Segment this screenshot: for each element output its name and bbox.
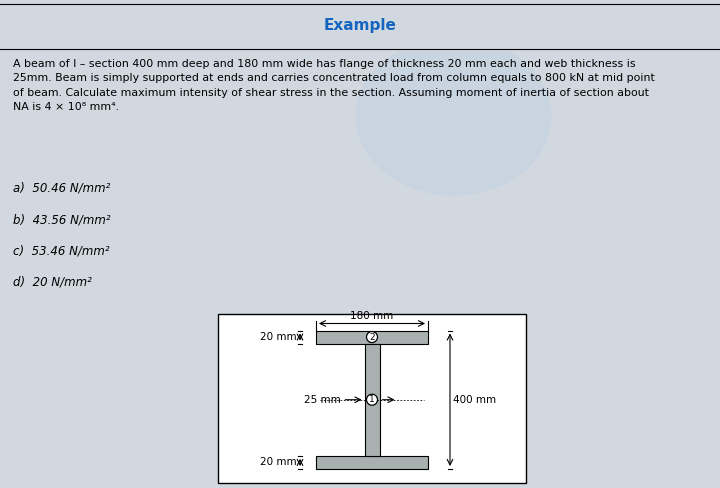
Text: 20 mm: 20 mm [261, 457, 297, 468]
Bar [316, 330, 428, 344]
Text: 1: 1 [369, 395, 375, 404]
Text: 20 mm: 20 mm [261, 332, 297, 342]
Bar [364, 344, 379, 456]
Text: 2: 2 [369, 332, 375, 342]
Text: 25 mm: 25 mm [304, 395, 341, 405]
Ellipse shape [356, 38, 551, 195]
Circle shape [366, 394, 377, 405]
Text: A beam of I – section 400 mm deep and 180 mm wide has flange of thickness 20 mm : A beam of I – section 400 mm deep and 18… [13, 59, 654, 112]
Bar [316, 456, 428, 469]
Text: d)  20 N/mm²: d) 20 N/mm² [13, 276, 92, 289]
Text: a)  50.46 N/mm²: a) 50.46 N/mm² [13, 182, 110, 195]
Circle shape [366, 331, 377, 343]
Bar [218, 314, 526, 483]
Text: b)  43.56 N/mm²: b) 43.56 N/mm² [13, 213, 111, 226]
Text: 180 mm: 180 mm [351, 311, 394, 322]
Text: 400 mm: 400 mm [453, 395, 496, 405]
Text: c)  53.46 N/mm²: c) 53.46 N/mm² [13, 244, 109, 258]
Text: Example: Example [323, 18, 397, 33]
